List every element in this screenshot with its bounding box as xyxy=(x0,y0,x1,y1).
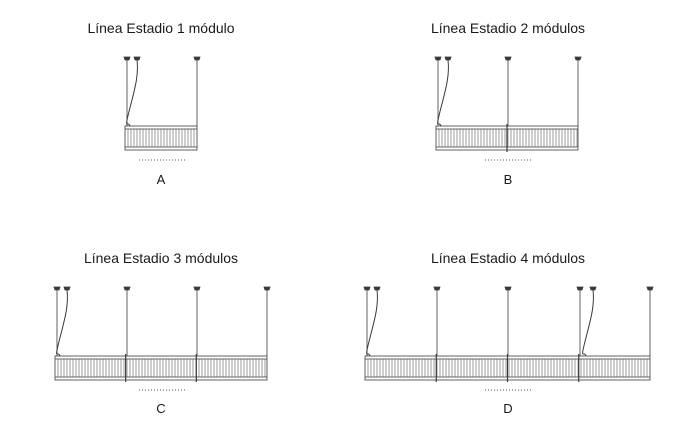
ceiling-canopy-icon xyxy=(263,286,271,291)
ceiling-canopy-icon xyxy=(193,56,201,61)
panel-a-letter: A xyxy=(156,172,166,187)
panel-b-letter: B xyxy=(503,172,513,187)
power-cable xyxy=(56,289,68,357)
ceiling-canopy-icon xyxy=(123,56,131,61)
lamp-fins xyxy=(127,129,195,147)
ceiling-canopy-icon xyxy=(504,286,512,291)
lamp-module-a xyxy=(123,56,201,161)
ceiling-canopy-icon xyxy=(363,286,371,291)
panel-c-title: Línea Estadio 3 módulos xyxy=(83,250,239,266)
ceiling-canopy-icon xyxy=(504,56,512,61)
panel-c-letter: C xyxy=(156,401,166,416)
lamp-body xyxy=(54,355,268,381)
panel-b-title: Línea Estadio 2 módulos xyxy=(430,20,586,36)
power-cable xyxy=(582,289,594,357)
ceiling-canopy-icon xyxy=(63,286,71,291)
panel-a-title: Línea Estadio 1 módulo xyxy=(87,20,235,36)
lamp-fins xyxy=(367,359,648,377)
ceiling-canopy-icon xyxy=(434,56,442,61)
ceiling-canopy-icon xyxy=(576,286,584,291)
ceiling-canopy-icon xyxy=(589,286,597,291)
panel-d-title: Línea Estadio 4 módulos xyxy=(430,250,586,266)
ceiling-canopy-icon xyxy=(193,286,201,291)
lamp-module-c xyxy=(53,286,271,391)
ceiling-canopy-icon xyxy=(444,56,452,61)
power-cable xyxy=(126,59,138,127)
ceiling-canopy-icon xyxy=(133,56,141,61)
lamp-body xyxy=(124,125,198,151)
lamp-module-b xyxy=(434,56,582,161)
ceiling-canopy-icon xyxy=(123,286,131,291)
panel-d-letter: D xyxy=(503,401,513,416)
ceiling-canopy-icon xyxy=(53,286,61,291)
ceiling-canopy-icon xyxy=(433,286,441,291)
lamp-fins xyxy=(57,359,266,377)
ceiling-canopy-icon xyxy=(646,286,654,291)
power-cable xyxy=(366,289,378,357)
ceiling-canopy-icon xyxy=(574,56,582,61)
ceiling-canopy-icon xyxy=(373,286,381,291)
lamp-module-d xyxy=(363,286,654,391)
power-cable xyxy=(437,59,449,127)
lamp-fins xyxy=(438,129,578,147)
